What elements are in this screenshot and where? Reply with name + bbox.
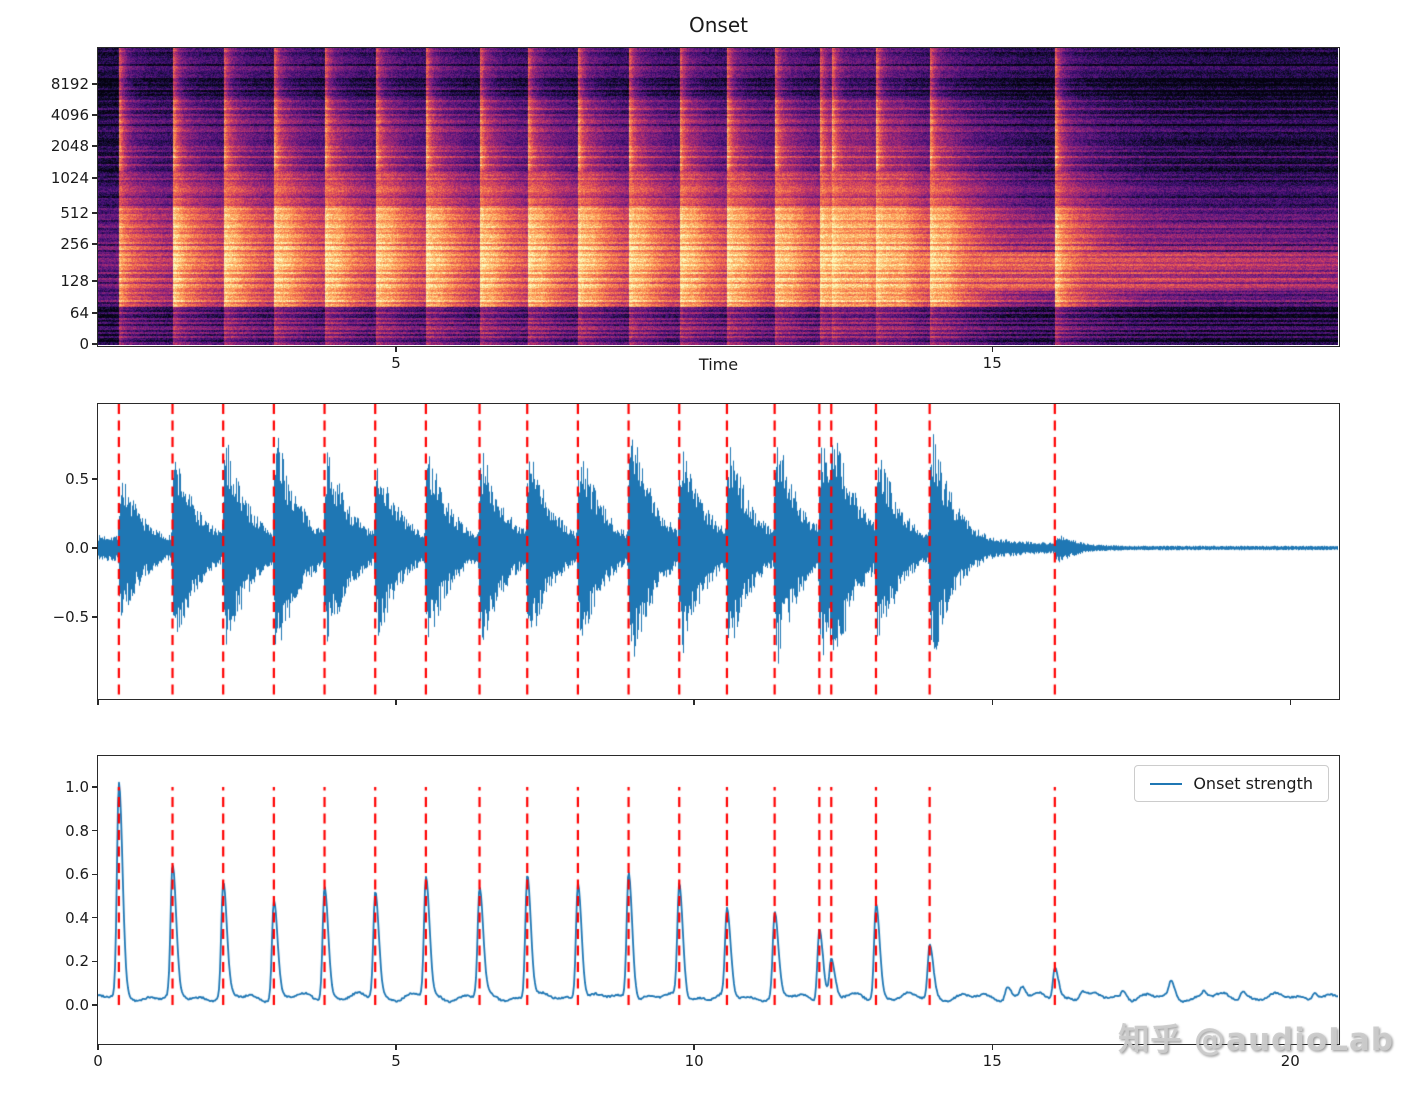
tick-mark bbox=[92, 280, 98, 282]
tick-label: 0 bbox=[79, 335, 89, 353]
tick-label: 0 bbox=[93, 1052, 103, 1070]
tick-label: 20 bbox=[1280, 1052, 1300, 1070]
watermark: 知乎 @audioLab bbox=[1118, 1022, 1394, 1058]
tick-mark bbox=[92, 243, 98, 245]
tick-label: 64 bbox=[69, 304, 89, 322]
tick-label: 0.2 bbox=[65, 952, 89, 971]
tick-label: 8192 bbox=[50, 75, 89, 93]
onset-strength-plot bbox=[98, 756, 1338, 1043]
tick-mark bbox=[92, 114, 98, 116]
tick-label: 1.0 bbox=[65, 778, 89, 796]
tick-label: 0.0 bbox=[65, 996, 89, 1014]
tick-label: 2048 bbox=[50, 137, 89, 155]
tick-mark bbox=[1289, 699, 1291, 705]
tick-mark bbox=[92, 312, 98, 314]
tick-mark bbox=[97, 1044, 99, 1050]
tick-label: 512 bbox=[60, 204, 89, 222]
tick-label: 0.8 bbox=[65, 821, 89, 840]
spectrogram-axes: 8192 4096 2048 1024 512 256 128 64 0 5 15 bbox=[51, 47, 1340, 372]
tick-mark bbox=[92, 829, 98, 832]
tick-label: −0.5 bbox=[52, 608, 89, 626]
tick-mark bbox=[991, 699, 993, 705]
tick-mark bbox=[92, 212, 98, 214]
tick-mark bbox=[92, 145, 98, 147]
tick-label: 0.4 bbox=[65, 908, 89, 927]
waveform-axes: 0.5 0.0 −0.5 bbox=[53, 403, 1340, 705]
tick-label: 128 bbox=[60, 272, 89, 290]
tick-mark bbox=[693, 699, 695, 705]
tick-label: 10 bbox=[684, 1052, 704, 1070]
tick-mark bbox=[92, 83, 98, 85]
tick-mark bbox=[92, 547, 98, 549]
x-axis-label: Time bbox=[698, 355, 739, 374]
waveform-plot bbox=[98, 404, 1338, 698]
tick-label: 15 bbox=[982, 354, 1002, 372]
tick-mark bbox=[395, 346, 397, 352]
tick-mark bbox=[92, 478, 98, 480]
legend: Onset strength bbox=[1134, 765, 1329, 802]
legend-line-sample bbox=[1150, 782, 1183, 785]
tick-mark bbox=[92, 873, 98, 875]
tick-label: 5 bbox=[391, 1052, 401, 1070]
tick-mark bbox=[92, 343, 98, 345]
tick-label: 0.6 bbox=[65, 865, 89, 884]
plot-title: Onset bbox=[689, 13, 748, 37]
tick-mark bbox=[92, 1004, 98, 1006]
tick-label: 0.0 bbox=[65, 539, 89, 557]
spectrogram-image bbox=[98, 48, 1338, 345]
tick-mark bbox=[1289, 1044, 1291, 1050]
tick-label: 0.5 bbox=[65, 470, 89, 488]
tick-mark bbox=[92, 960, 98, 963]
tick-label: 5 bbox=[391, 354, 401, 372]
onset-strength-axes: Onset strength 1.0 0.8 0.6 0.4 0.2 0.0 0 5 10 15 2… bbox=[65, 755, 1340, 1070]
tick-mark bbox=[92, 616, 98, 618]
tick-label: 4096 bbox=[50, 106, 89, 124]
tick-label: 1024 bbox=[50, 169, 89, 187]
tick-mark bbox=[92, 786, 98, 788]
tick-label: 15 bbox=[982, 1052, 1002, 1070]
tick-mark bbox=[92, 917, 98, 919]
tick-mark bbox=[991, 1044, 993, 1050]
tick-mark bbox=[92, 177, 98, 179]
tick-mark bbox=[395, 699, 397, 705]
legend-label: Onset strength bbox=[1193, 774, 1313, 793]
tick-mark bbox=[693, 1044, 695, 1050]
tick-mark bbox=[395, 1044, 397, 1050]
tick-label: 256 bbox=[60, 235, 89, 253]
tick-mark bbox=[97, 699, 99, 705]
tick-mark bbox=[991, 346, 993, 352]
